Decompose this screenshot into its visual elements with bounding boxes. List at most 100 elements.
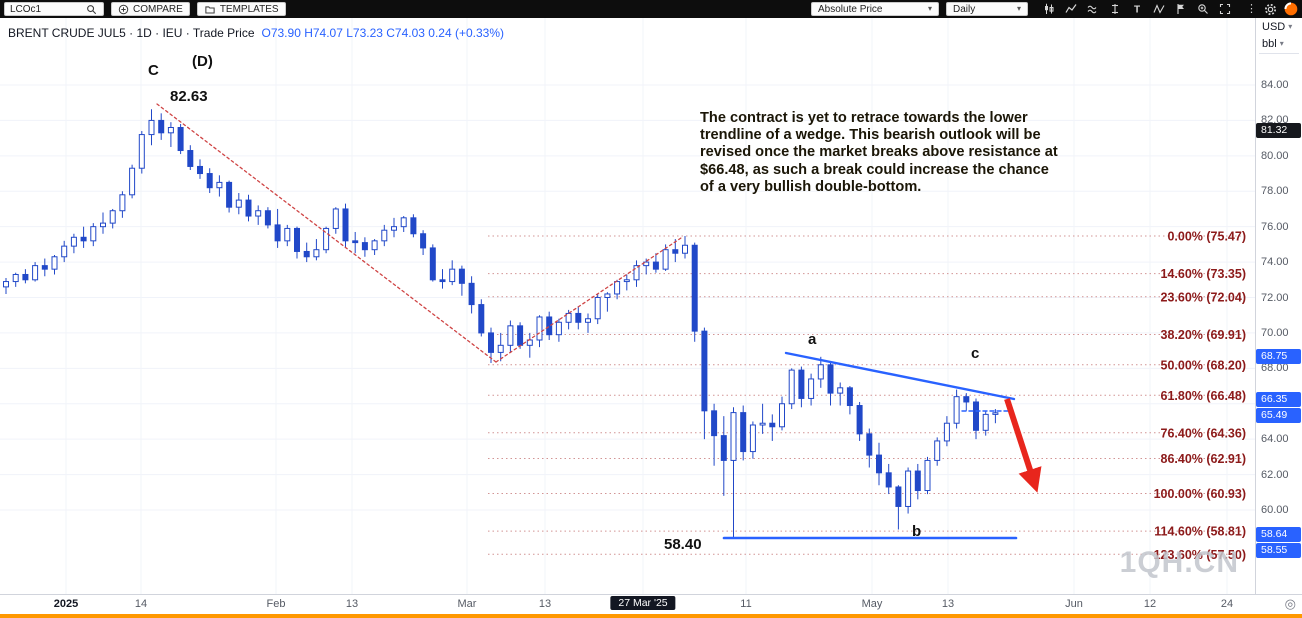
fib-level-label[interactable]: 14.60% (73.35): [1161, 267, 1246, 281]
wave-label[interactable]: b: [912, 523, 921, 540]
price-tick-label: 68.00: [1261, 362, 1289, 375]
fib-level-label[interactable]: 23.60% (72.04): [1161, 290, 1246, 304]
candlestick-chart-icon[interactable]: [1043, 3, 1055, 15]
axis-divider: [1259, 53, 1299, 54]
price-badge: 65.49: [1256, 407, 1301, 423]
bottom-accent-bar: [0, 614, 1302, 618]
time-axis-label: 13: [941, 598, 955, 610]
compare-button[interactable]: COMPARE: [111, 2, 190, 16]
fib-level-label[interactable]: 0.00% (75.47): [1167, 230, 1246, 244]
wave-label[interactable]: a: [808, 331, 817, 348]
fib-level-label[interactable]: 100.00% (60.93): [1154, 487, 1246, 501]
interval-value: Daily: [953, 3, 976, 15]
price-tick-label: 74.00: [1261, 256, 1289, 269]
wave-label[interactable]: 82.63: [170, 88, 208, 105]
wave-label[interactable]: (D): [192, 53, 213, 70]
price-badge: 66.35: [1256, 391, 1301, 407]
time-axis-label: Mar: [457, 598, 477, 610]
settings-gear-icon[interactable]: [1264, 3, 1277, 16]
chart-canvas[interactable]: 0.00% (75.47) 14.60% (73.35) 23.60% (72.04…: [0, 18, 1255, 594]
scroll-to-realtime-icon[interactable]: ◎: [1284, 596, 1296, 611]
fib-level-label[interactable]: 50.00% (68.20): [1161, 358, 1246, 372]
unit-quantity-value: bbl: [1262, 37, 1277, 50]
time-axis[interactable]: 2025 14 Feb 13 Mar 13 27 Mar '25 11 May 13 Jun 12 24…: [0, 594, 1302, 614]
fib-level-label[interactable]: 61.80% (66.48): [1161, 389, 1246, 403]
measure-icon[interactable]: [1109, 3, 1121, 15]
wave-label[interactable]: c: [971, 345, 979, 362]
time-axis-label: May: [861, 598, 883, 610]
price-tick-label: 62.00: [1261, 468, 1289, 481]
search-icon[interactable]: [86, 4, 97, 15]
price-mode-value: Absolute Price: [818, 3, 883, 15]
pattern-tool-icon[interactable]: [1153, 3, 1165, 15]
text-tool-icon[interactable]: T: [1131, 3, 1143, 16]
chart-area[interactable]: 0.00% (75.47) 14.60% (73.35) 23.60% (72.04…: [0, 18, 1255, 594]
price-tick-label: 72.00: [1261, 291, 1289, 304]
time-axis-label: 14: [134, 598, 148, 610]
compare-label: COMPARE: [133, 3, 183, 15]
fib-level-label[interactable]: 114.60% (58.81): [1154, 525, 1246, 539]
unit-currency-value: USD: [1262, 20, 1286, 33]
price-tick-label: 64.00: [1261, 433, 1289, 446]
analysis-note-line: trendline of a wedge. This bearish outlo…: [700, 127, 1041, 144]
price-mode-select[interactable]: Absolute Price ▾: [811, 2, 939, 16]
symbol-description: BRENT CRUDE JUL5 · 1D · IEU · Trade Pric…: [8, 26, 255, 40]
plus-circle-icon: [118, 4, 129, 14]
trendline[interactable]: [784, 351, 1016, 401]
price-tick-label: 70.00: [1261, 326, 1289, 339]
time-axis-label: 13: [538, 598, 552, 610]
time-axis-label: 11: [740, 598, 752, 610]
price-badge: 68.75: [1256, 348, 1301, 364]
expand-icon[interactable]: [1219, 3, 1231, 15]
unit-currency-select[interactable]: USD ▾: [1256, 18, 1302, 35]
analysis-note: The contract is yet to retrace towards t…: [700, 110, 1058, 196]
watermark: 1QH.CN: [1119, 546, 1239, 579]
price-badge: 81.32: [1256, 122, 1301, 138]
unit-quantity-select[interactable]: bbl ▾: [1256, 35, 1302, 52]
symbol-text: LCOc1: [10, 3, 42, 15]
ohlc-values: O73.90 H74.07 L73.23 C74.03 0.24 (+0.33%…: [261, 26, 505, 40]
price-tick-label: 80.00: [1261, 149, 1289, 162]
wave-label[interactable]: 58.40: [664, 536, 702, 553]
wave-label[interactable]: C: [148, 62, 159, 79]
analysis-note-line: of a very bullish double-bottom.: [700, 178, 922, 195]
fib-level-label[interactable]: 38.20% (69.91): [1161, 328, 1246, 342]
zoom-in-icon[interactable]: [1197, 3, 1209, 15]
fib-level-label[interactable]: 86.40% (62.91): [1161, 452, 1246, 466]
trendline[interactable]: [495, 237, 682, 363]
price-tick-label: 84.00: [1261, 79, 1289, 91]
time-axis-highlight: 27 Mar '25: [610, 596, 676, 610]
price-tick-label: 78.00: [1261, 185, 1289, 198]
trendline[interactable]: [156, 103, 497, 363]
price-axis[interactable]: USD ▾ bbl ▾ 84.00 82.00 80.00 78.00 76.00 74.…: [1255, 18, 1302, 594]
fib-retracement[interactable]: 0.00% (75.47) 14.60% (73.35) 23.60% (72.04…: [488, 230, 1246, 562]
bearish-arrow[interactable]: [1004, 398, 1042, 493]
indicators-icon[interactable]: [1065, 3, 1077, 15]
templates-label: TEMPLATES: [219, 3, 279, 15]
time-axis-label: 13: [345, 598, 359, 610]
templates-button[interactable]: TEMPLATES: [196, 2, 286, 16]
drawings-layer[interactable]: C (D) 82.63 58.40 a b c: [148, 53, 1042, 553]
flag-icon[interactable]: [1175, 3, 1187, 15]
chevron-down-icon: ▾: [1279, 38, 1284, 48]
analysis-note-line: The contract is yet to retrace towards t…: [700, 110, 1028, 126]
compare-waves-icon[interactable]: [1087, 3, 1099, 15]
time-axis-label: Jun: [1065, 598, 1083, 610]
fib-level-label[interactable]: 123.60% (57.50): [1154, 548, 1246, 562]
candles-layer: [3, 109, 999, 539]
time-axis-label: Feb: [266, 598, 286, 610]
chart-legend: BRENT CRUDE JUL5 · 1D · IEU · Trade Pric…: [8, 26, 504, 40]
symbol-search-input[interactable]: LCOc1: [4, 2, 104, 16]
analysis-note-line: revised once the market breaks above res…: [700, 144, 1058, 161]
app-logo: [1284, 2, 1298, 16]
chart-tools: T: [1043, 3, 1231, 15]
chevron-down-icon: ▾: [927, 4, 932, 13]
interval-select[interactable]: Daily ▾: [946, 2, 1028, 16]
price-badge: 58.55: [1256, 542, 1301, 558]
chevron-down-icon: ▾: [1288, 21, 1293, 31]
price-tick-label: 60.00: [1261, 504, 1289, 516]
time-axis-label: 24: [1220, 598, 1234, 610]
more-options-icon[interactable]: ⋮: [1246, 2, 1257, 15]
fib-level-label[interactable]: 76.40% (64.36): [1161, 426, 1246, 440]
